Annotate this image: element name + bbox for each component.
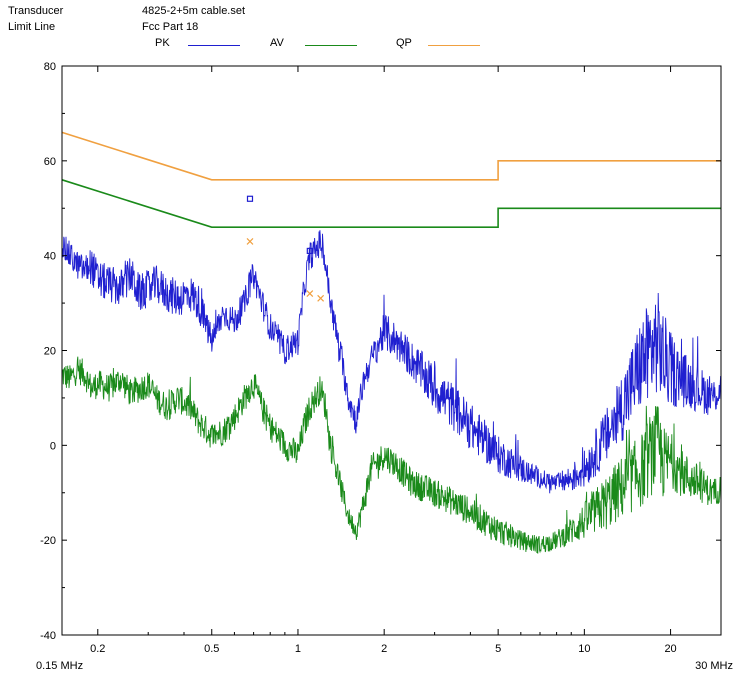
- qp-marker: [246, 238, 254, 245]
- x-tick-label: 20: [664, 643, 676, 655]
- transducer-value: 4825-2+5m cable.set: [142, 5, 246, 17]
- legend-av-label: AV: [270, 37, 284, 49]
- peak-marker: [306, 247, 313, 255]
- measurement-markers: [246, 195, 325, 302]
- legend-pk-label: PK: [155, 37, 170, 49]
- y-tick-label: 20: [44, 346, 56, 358]
- y-tick-label: 40: [44, 251, 56, 263]
- x-tick-label: 0.2: [90, 643, 105, 655]
- y-tick-label: -20: [40, 535, 56, 547]
- legend-qp-label: QP: [396, 37, 412, 49]
- y-tick-label: -40: [40, 630, 56, 642]
- y-tick-label: 80: [44, 61, 56, 73]
- limit-lines: [61, 131, 721, 228]
- y-tick-label: 60: [44, 156, 56, 168]
- limit-line-av: [61, 179, 721, 228]
- x-tick-label: 1: [295, 643, 301, 655]
- x-tick-label: 5: [495, 643, 501, 655]
- legend-pk-swatch: [188, 45, 240, 46]
- y-axis: -40 -20 0 20 40 60 80: [40, 61, 721, 642]
- x-end-label: 30 MHz: [695, 660, 733, 672]
- x-tick-label: 10: [578, 643, 590, 655]
- transducer-label: Transducer: [8, 5, 64, 17]
- peak-marker: [246, 195, 254, 202]
- trace-pk: [61, 230, 722, 494]
- x-tick-label: 0.5: [204, 643, 219, 655]
- x-tick-label: 2: [381, 643, 387, 655]
- legend-av-swatch: [305, 45, 357, 46]
- limit-line-value: Fcc Part 18: [142, 21, 199, 33]
- y-tick-label: 0: [50, 440, 56, 452]
- trace-av: [61, 356, 722, 554]
- limit-line-qp: [61, 131, 721, 181]
- x-start-label: 0.15 MHz: [36, 660, 83, 672]
- x-axis: 0.2 0.5 1 2 5 10 20: [90, 66, 677, 655]
- measurement-traces: [61, 230, 722, 554]
- legend-qp-swatch: [428, 45, 480, 46]
- qp-marker: [306, 290, 314, 298]
- limit-line-label: Limit Line: [8, 21, 56, 33]
- qp-marker: [317, 294, 325, 302]
